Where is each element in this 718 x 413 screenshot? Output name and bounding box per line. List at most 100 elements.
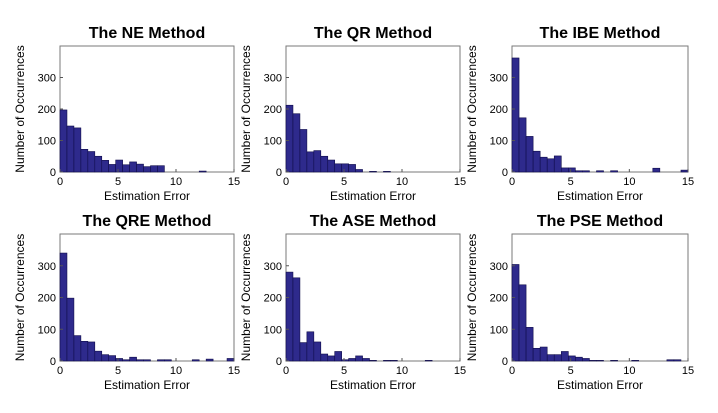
y-tick-label: 200 (490, 293, 508, 305)
y-axis-label: Number of Occurrences (465, 45, 479, 172)
y-tick-label: 300 (490, 261, 508, 273)
y-tick-label: 300 (264, 261, 282, 273)
histogram-bar (143, 359, 151, 362)
y-axis-label: Number of Occurrences (239, 234, 253, 361)
histogram-bar (101, 354, 110, 362)
histogram-bar (511, 57, 520, 173)
histogram-panel: 0 5 10 15 0 100 200 300 The PSE Method Estimation… (465, 213, 694, 392)
histogram-bar (320, 353, 329, 362)
histogram-bar (582, 170, 590, 173)
histogram-panel: 0 5 10 15 0 100 200 300 The IBE Method Estimation… (465, 25, 694, 203)
y-tick-label: 0 (502, 356, 508, 368)
histogram-bar (334, 163, 342, 173)
histogram-bar (143, 166, 151, 173)
y-tick-label: 0 (50, 356, 56, 368)
histogram-bar (610, 170, 618, 173)
y-tick-label: 300 (38, 261, 56, 273)
x-axis-label: Estimation Error (330, 378, 416, 392)
histogram-bar (136, 163, 144, 173)
histogram-bar (596, 170, 604, 173)
histogram-bar (285, 104, 294, 173)
x-tick-label: 5 (568, 176, 574, 188)
histogram-bar (355, 355, 363, 362)
x-tick-label: 15 (682, 176, 694, 188)
y-tick-label: 100 (264, 136, 282, 148)
histogram-bar (306, 331, 315, 362)
y-tick-label: 200 (264, 293, 282, 305)
histogram-bar (589, 360, 597, 362)
y-tick-label: 200 (38, 293, 56, 305)
histogram-bar (355, 169, 363, 173)
x-tick-label: 10 (623, 176, 635, 188)
histogram-bar (560, 351, 569, 362)
histogram-bar (596, 360, 604, 362)
x-tick-label: 15 (454, 176, 466, 188)
histogram-bar (673, 359, 682, 362)
histogram-bar (292, 277, 301, 362)
histogram-bar (122, 359, 130, 362)
x-tick-label: 10 (170, 365, 182, 377)
histogram-bar (327, 355, 336, 362)
histogram-bar (94, 350, 103, 362)
histogram-bar (525, 327, 534, 362)
histogram-panel: 0 5 10 15 0 100 200 300 The ASE Method Estimation… (239, 213, 466, 392)
histogram-panel: 0 5 10 15 0 100 200 300 The QRE Method Estimation… (13, 213, 240, 392)
x-tick-label: 0 (509, 365, 515, 377)
x-tick-label: 10 (170, 176, 182, 188)
histogram-bar (226, 358, 235, 362)
histogram-bar (369, 360, 377, 362)
histogram-bar (122, 164, 130, 173)
histogram-bar (582, 358, 590, 362)
histogram-bar (327, 159, 336, 173)
x-tick-label: 10 (623, 365, 635, 377)
histogram-bar (652, 167, 661, 173)
y-tick-label: 0 (50, 167, 56, 179)
histogram-bar (313, 150, 322, 173)
histogram-bar (539, 156, 548, 173)
histogram-bar (150, 165, 158, 173)
histogram-bar (390, 360, 398, 362)
histogram-bar (575, 170, 583, 173)
y-tick-label: 0 (502, 167, 508, 179)
x-axis-label: Estimation Error (330, 189, 416, 203)
y-tick-label: 100 (38, 324, 56, 336)
y-tick-label: 100 (490, 136, 508, 148)
histogram-bar (631, 360, 640, 362)
histogram-bar (511, 264, 520, 362)
histogram-bar (362, 358, 370, 362)
plot-frame (59, 233, 235, 362)
histogram-bar (198, 170, 207, 173)
x-tick-label: 5 (341, 365, 347, 377)
histogram-bar (575, 356, 583, 362)
y-tick-label: 300 (490, 73, 508, 85)
y-axis-label: Number of Occurrences (13, 45, 27, 172)
histogram-bar (341, 163, 349, 173)
panel-title: The NE Method (89, 25, 205, 42)
histogram-bar (424, 360, 433, 362)
histogram-bar (334, 351, 342, 362)
x-tick-label: 15 (228, 176, 240, 188)
histogram-bar (66, 125, 75, 173)
y-tick-label: 200 (38, 104, 56, 116)
x-axis-label: Estimation Error (557, 189, 643, 203)
histogram-bar (108, 355, 116, 362)
histogram-bar (341, 359, 349, 362)
histogram-bar (539, 346, 548, 362)
x-tick-label: 5 (115, 365, 121, 377)
histogram-bar (320, 155, 329, 173)
y-tick-label: 300 (38, 73, 56, 85)
y-tick-label: 100 (264, 324, 282, 336)
x-tick-label: 5 (115, 176, 121, 188)
x-tick-label: 5 (568, 365, 574, 377)
panel-title: The ASE Method (310, 213, 437, 230)
x-tick-label: 0 (283, 176, 289, 188)
panel-title: The QRE Method (83, 213, 212, 230)
panel-title: The QR Method (314, 25, 432, 42)
histogram-bar (285, 271, 294, 362)
histogram-bar (546, 158, 555, 173)
histogram-bar (568, 355, 576, 362)
x-axis-label: Estimation Error (557, 378, 643, 392)
panel-title: The PSE Method (537, 213, 663, 230)
histogram-bar (129, 356, 137, 362)
